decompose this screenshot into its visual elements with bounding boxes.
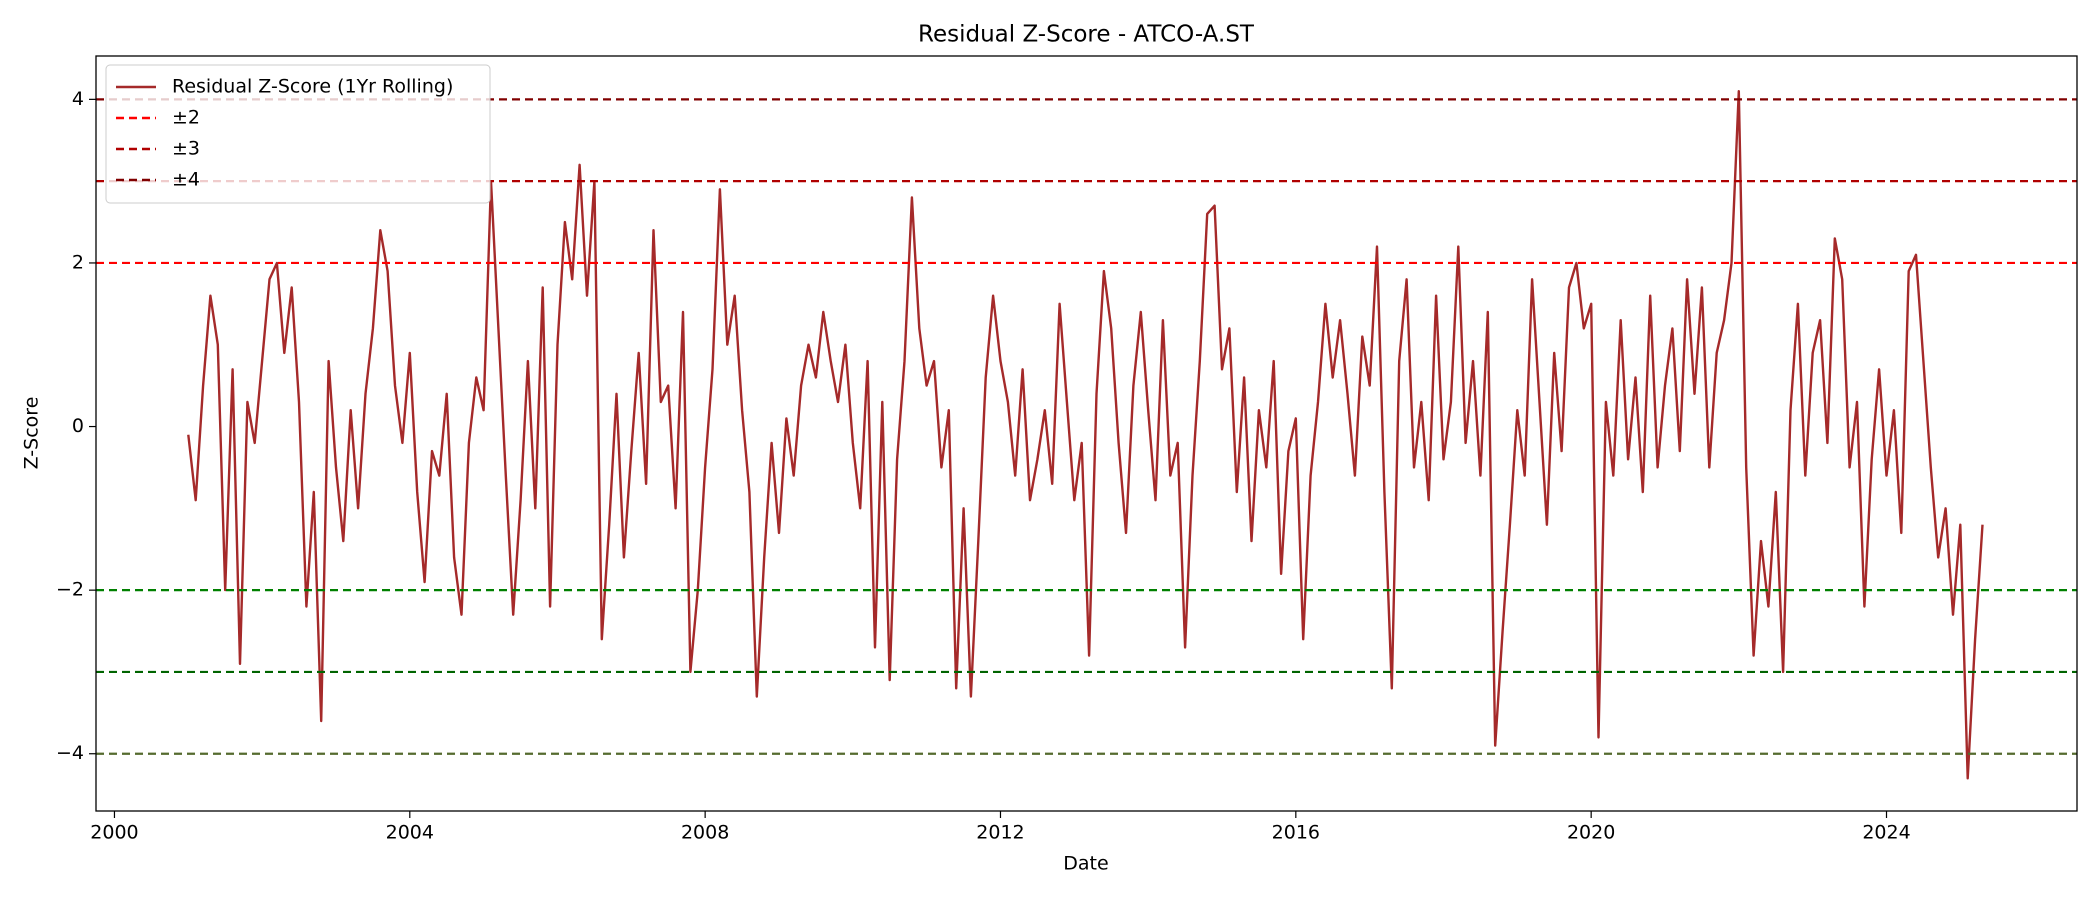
x-tick-label: 2012 bbox=[976, 822, 1024, 844]
y-tick-label: −2 bbox=[56, 579, 84, 601]
y-axis-label: Z-Score bbox=[21, 397, 43, 470]
x-tick-label: 2016 bbox=[1272, 822, 1320, 844]
y-tick-label: −4 bbox=[56, 742, 84, 764]
y-tick-label: 0 bbox=[72, 415, 84, 437]
legend-label: ±3 bbox=[172, 138, 200, 160]
legend-label: ±2 bbox=[172, 107, 200, 129]
x-tick-label: 2004 bbox=[386, 822, 434, 844]
legend-label: ±4 bbox=[172, 169, 200, 191]
legend: Residual Z-Score (1Yr Rolling) ±2 ±3 ±4 bbox=[105, 64, 491, 204]
plot-frame bbox=[95, 55, 2078, 812]
x-tick-label: 2000 bbox=[90, 822, 138, 844]
y-tick-label: 2 bbox=[72, 251, 84, 273]
series-line bbox=[187, 90, 1984, 780]
x-axis-label: Date bbox=[1063, 853, 1108, 875]
legend-label: Residual Z-Score (1Yr Rolling) bbox=[172, 76, 453, 98]
chart-title: Residual Z-Score - ATCO-A.ST bbox=[918, 22, 1255, 48]
x-tick-label: 2024 bbox=[1862, 822, 1910, 844]
x-tick-label: 2020 bbox=[1567, 822, 1615, 844]
x-tick-label: 2008 bbox=[681, 822, 729, 844]
y-tick-label: 4 bbox=[72, 88, 84, 110]
legend-box bbox=[105, 64, 491, 204]
